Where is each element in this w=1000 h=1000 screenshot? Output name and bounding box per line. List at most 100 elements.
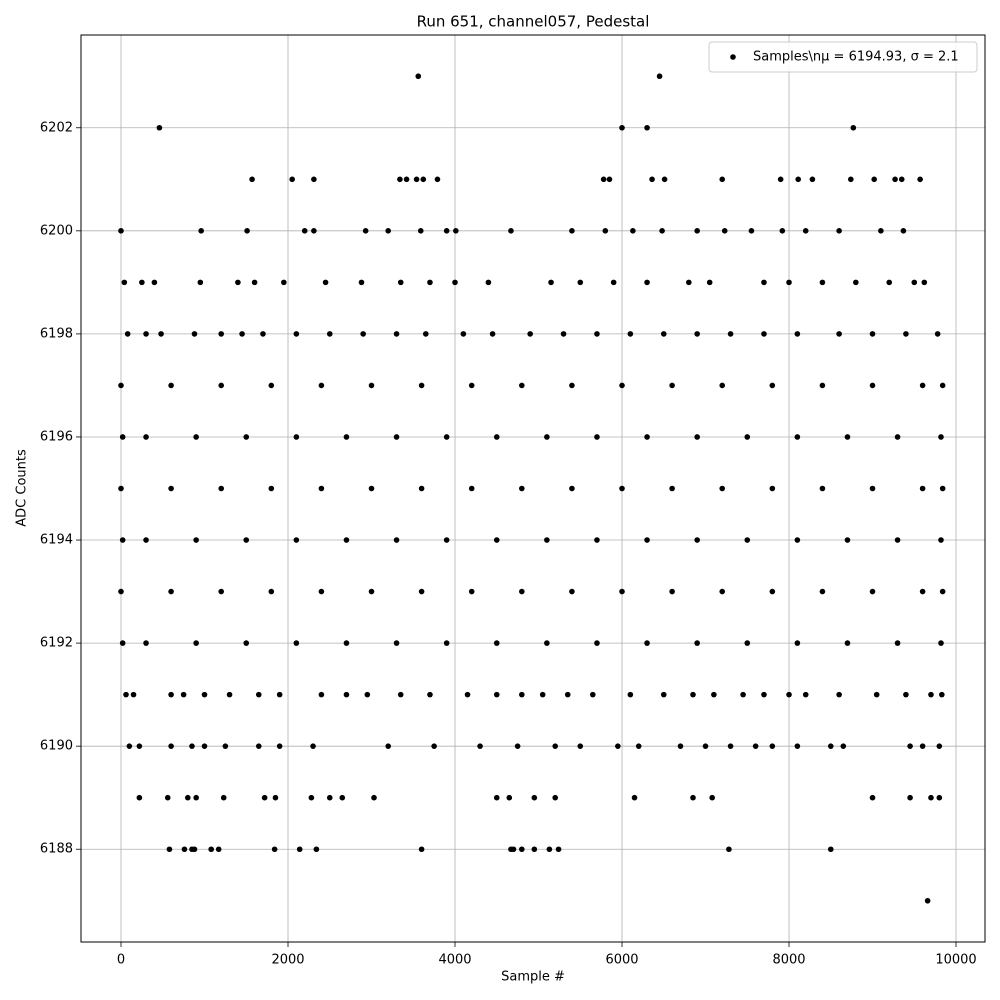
data-point: [218, 588, 225, 595]
data-point: [268, 588, 275, 595]
data-point: [393, 331, 400, 337]
data-point: [660, 691, 667, 698]
data-point: [413, 176, 420, 183]
data-point: [795, 176, 802, 183]
data-point: [493, 691, 500, 698]
data-point: [546, 846, 553, 853]
data-point: [136, 794, 143, 801]
data-point: [727, 331, 734, 337]
data-point: [786, 279, 792, 286]
data-point: [293, 537, 300, 543]
data-point: [371, 794, 377, 801]
data-point: [508, 228, 514, 234]
data-point: [464, 691, 471, 698]
data-point: [143, 537, 149, 543]
data-point: [123, 691, 129, 698]
data-point: [644, 279, 650, 286]
data-point: [615, 743, 621, 749]
data-point: [924, 897, 931, 904]
data-point: [360, 331, 366, 337]
data-point: [143, 331, 149, 337]
data-point: [222, 743, 229, 749]
data-point: [193, 794, 199, 801]
data-point: [892, 176, 898, 183]
data-point: [569, 228, 575, 234]
data-point: [836, 228, 842, 234]
data-point: [794, 434, 801, 440]
data-point: [218, 331, 225, 337]
data-point: [311, 176, 317, 183]
data-point: [368, 485, 375, 492]
data-point: [594, 537, 600, 543]
series: [118, 73, 946, 904]
x-axis-label: Sample #: [501, 970, 565, 985]
data-point: [151, 279, 158, 286]
data-point: [656, 73, 663, 80]
data-point: [193, 640, 199, 646]
data-point: [415, 73, 422, 80]
data-point: [197, 279, 204, 286]
data-point: [527, 331, 533, 337]
data-point: [443, 434, 450, 440]
data-point: [748, 228, 755, 234]
y-tick-label: 6196: [40, 429, 73, 444]
data-point: [420, 176, 427, 183]
data-point: [619, 382, 625, 389]
data-point: [260, 331, 266, 337]
data-point: [744, 434, 751, 440]
data-point: [460, 331, 467, 337]
data-point: [921, 279, 928, 286]
data-point: [894, 640, 901, 646]
data-point: [938, 434, 944, 440]
data-point: [251, 279, 258, 286]
data-point: [493, 537, 500, 543]
data-point: [589, 691, 596, 698]
data-point: [393, 434, 400, 440]
data-point: [318, 691, 325, 698]
data-point: [869, 331, 876, 337]
data-point: [827, 846, 834, 853]
data-point: [293, 331, 300, 337]
data-point: [659, 228, 665, 234]
data-point: [118, 382, 124, 389]
data-point: [156, 124, 163, 131]
data-point: [939, 588, 946, 595]
data-point: [393, 640, 400, 646]
data-point: [719, 588, 726, 595]
data-point: [911, 279, 918, 286]
data-point: [218, 485, 225, 492]
data-point: [544, 537, 550, 543]
data-point: [519, 846, 525, 853]
data-point: [313, 846, 320, 853]
data-point: [850, 124, 857, 131]
data-point: [136, 743, 143, 749]
data-point: [417, 228, 424, 234]
data-point: [343, 691, 350, 698]
data-point: [514, 743, 521, 749]
data-point: [644, 537, 650, 543]
data-point: [819, 588, 826, 595]
data-point: [794, 331, 801, 337]
data-point: [548, 279, 554, 286]
data-point: [118, 228, 124, 234]
data-point: [644, 434, 650, 440]
data-point: [318, 485, 325, 492]
data-point: [397, 176, 403, 183]
data-point: [669, 588, 675, 595]
data-point: [358, 279, 365, 286]
data-point: [844, 434, 851, 440]
data-point: [397, 279, 404, 286]
data-point: [166, 846, 173, 853]
data-point: [493, 794, 500, 801]
data-point: [938, 537, 944, 543]
data-point: [761, 331, 767, 337]
data-point: [326, 794, 333, 801]
data-point: [552, 743, 559, 749]
data-point: [119, 640, 126, 646]
data-point: [777, 176, 784, 183]
data-point: [201, 743, 208, 749]
data-point: [119, 434, 126, 440]
data-point: [539, 691, 546, 698]
data-point: [848, 176, 854, 183]
